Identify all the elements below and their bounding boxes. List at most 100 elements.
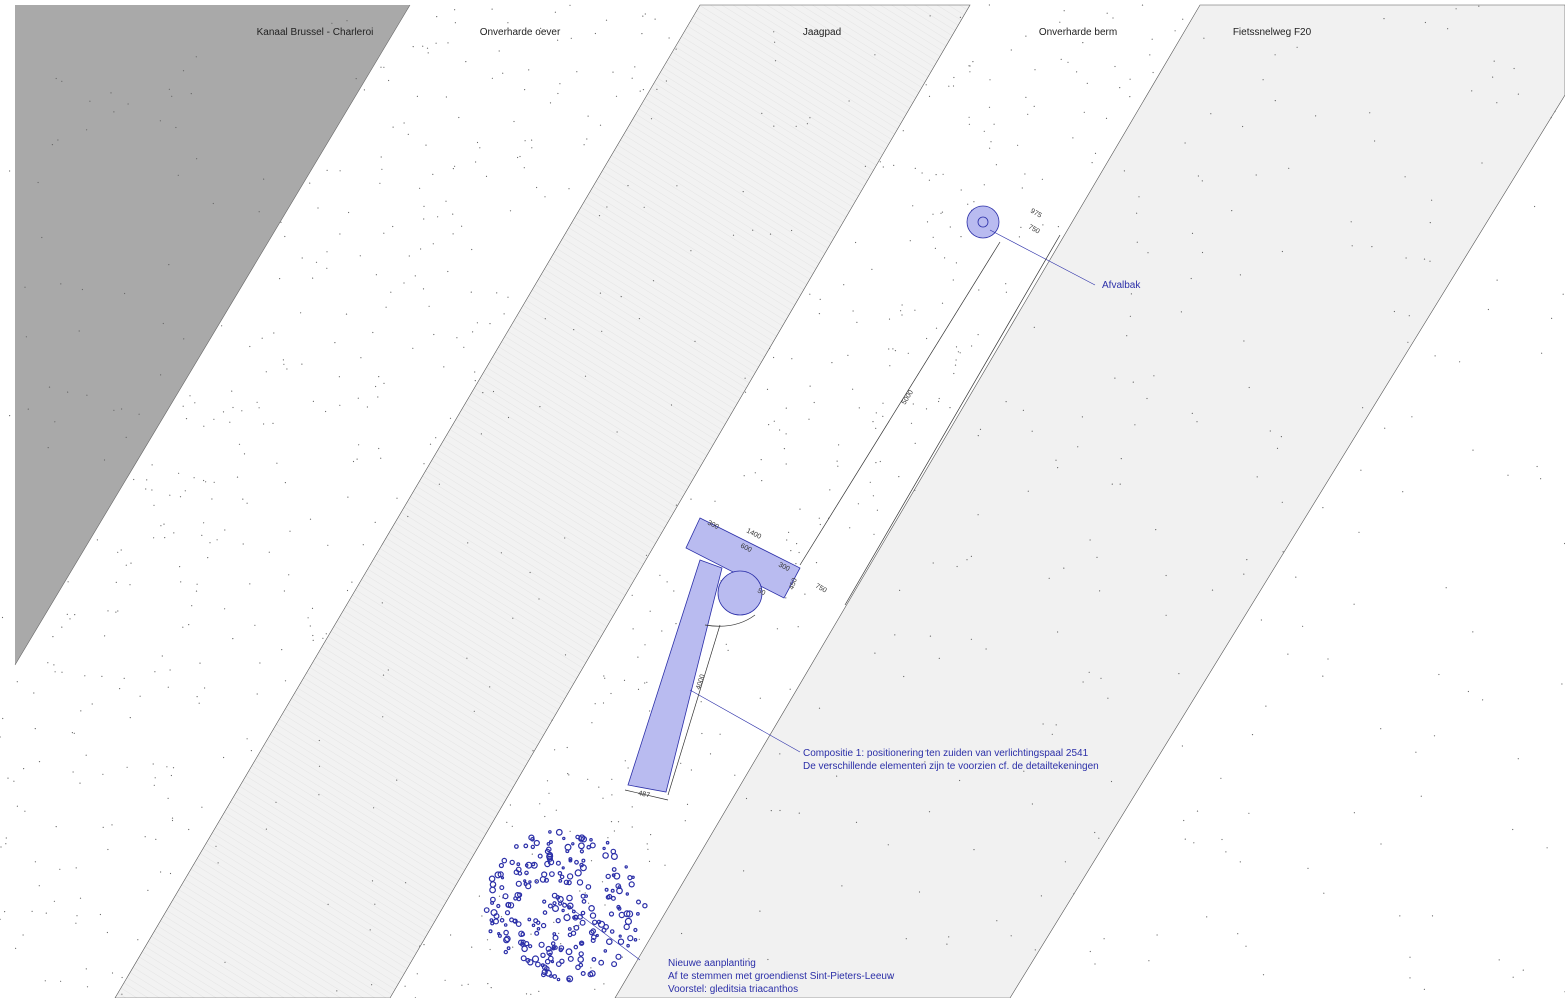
texture-dot: [1513, 67, 1515, 70]
texture-dot: [1148, 960, 1150, 962]
texture-dot: [1025, 35, 1027, 37]
plant: [534, 930, 540, 936]
texture-dot: [380, 457, 382, 459]
texture-dot: [447, 270, 449, 273]
plant: [625, 910, 634, 918]
texture-dot: [639, 90, 641, 92]
texture-dot: [836, 775, 838, 777]
texture-dot: [80, 710, 82, 712]
plant: [605, 873, 611, 880]
texture-dot: [1411, 416, 1413, 418]
texture-dot: [551, 719, 553, 721]
texture-dot: [1408, 315, 1410, 317]
texture-dot: [882, 415, 884, 417]
texture-dot: [586, 138, 588, 140]
texture-dot: [766, 388, 769, 390]
texture-dot: [1180, 311, 1182, 313]
plant: [503, 936, 510, 944]
plant: [496, 903, 501, 909]
texture-dot: [942, 173, 944, 175]
plant: [568, 857, 573, 862]
texture-dot: [970, 555, 973, 558]
texture-dot: [1136, 212, 1138, 214]
texture-dot: [1402, 491, 1404, 493]
texture-dot: [258, 211, 260, 213]
texture-dot: [1281, 250, 1283, 253]
texture-dot: [1239, 274, 1241, 276]
texture-dot: [1018, 236, 1021, 238]
texture-dot: [768, 424, 770, 426]
plant: [574, 859, 579, 865]
texture-dot: [610, 692, 612, 695]
texture-dot: [627, 767, 629, 769]
texture-dot: [969, 71, 971, 73]
texture-dot: [774, 60, 777, 62]
texture-dot: [168, 264, 170, 266]
texture-dot: [241, 410, 243, 412]
texture-dot: [1114, 65, 1116, 68]
texture-dot: [1088, 671, 1090, 673]
texture-dot: [1094, 831, 1096, 834]
texture-dot: [742, 191, 744, 193]
texture-dot: [690, 250, 692, 252]
texture-dot: [900, 310, 902, 312]
texture-dot: [1496, 102, 1498, 104]
plant: [503, 949, 508, 955]
plant: [626, 943, 630, 948]
texture-dot: [898, 476, 900, 478]
texture-dot: [1380, 843, 1382, 845]
texture-dot: [779, 429, 781, 431]
texture-dot: [473, 710, 475, 712]
texture-dot: [914, 309, 916, 311]
texture-dot: [512, 617, 514, 619]
texture-dot: [524, 89, 526, 91]
dim-line: [844, 234, 1061, 606]
texture-dot: [928, 179, 931, 181]
texture-dot: [403, 282, 405, 284]
plant: [589, 912, 597, 919]
texture-dot: [78, 330, 80, 332]
texture-dot: [381, 602, 383, 604]
texture-dot: [659, 574, 661, 576]
texture-dot: [318, 765, 321, 767]
texture-dot: [359, 255, 361, 257]
plant: [636, 912, 640, 916]
texture-dot: [420, 248, 422, 250]
texture-dot: [1031, 430, 1033, 432]
plant: [483, 907, 490, 913]
texture-dot: [578, 924, 580, 926]
texture-dot: [1155, 529, 1157, 531]
texture-dot: [1554, 110, 1556, 113]
texture-dot: [1211, 589, 1214, 591]
texture-dot: [155, 838, 157, 841]
edge-line: [14, 4, 411, 666]
texture-dot: [182, 405, 184, 407]
texture-dot: [579, 890, 581, 892]
texture-dot: [1184, 142, 1186, 144]
texture-dot: [111, 972, 114, 974]
dim-label: 300: [706, 520, 720, 532]
texture-dot: [1040, 895, 1042, 897]
plant: [540, 972, 546, 978]
texture-dot: [1323, 892, 1325, 894]
texture-dot: [779, 753, 781, 755]
texture-dot: [111, 824, 113, 826]
texture-dot: [1550, 117, 1552, 119]
texture-dot: [162, 322, 164, 325]
plant: [555, 828, 563, 836]
texture-dot: [275, 801, 277, 803]
texture-dot: [47, 662, 49, 664]
plant: [515, 880, 522, 887]
texture-dot: [433, 333, 435, 336]
annotation: Afvalbak: [1102, 280, 1141, 291]
texture-dot: [1132, 381, 1134, 383]
texture-dot: [1165, 574, 1167, 577]
texture-dot: [1245, 945, 1247, 947]
texture-dot: [76, 915, 78, 917]
texture-dot: [1072, 137, 1074, 139]
texture-dot: [616, 431, 618, 433]
texture-dot: [161, 655, 163, 657]
texture-dot: [1438, 673, 1440, 676]
texture-dot: [725, 643, 727, 645]
texture-dot: [211, 498, 213, 500]
